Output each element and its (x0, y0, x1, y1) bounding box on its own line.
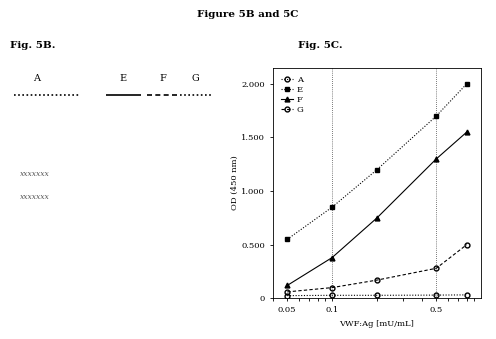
X-axis label: VWF:Ag [mU/mL]: VWF:Ag [mU/mL] (340, 320, 414, 327)
Text: Fig. 5B.: Fig. 5B. (10, 41, 56, 50)
Y-axis label: OD (450 nm): OD (450 nm) (231, 156, 239, 211)
Text: Fig. 5C.: Fig. 5C. (298, 41, 342, 50)
Text: G: G (191, 74, 199, 83)
Text: F: F (159, 74, 166, 83)
Text: E: E (120, 74, 127, 83)
Text: A: A (33, 74, 40, 83)
Text: xxxxxxx: xxxxxxx (20, 193, 50, 201)
Text: xxxxxxx: xxxxxxx (20, 170, 50, 178)
Text: Figure 5B and 5C: Figure 5B and 5C (197, 10, 299, 19)
Legend: A, E, F, G: A, E, F, G (279, 74, 305, 116)
